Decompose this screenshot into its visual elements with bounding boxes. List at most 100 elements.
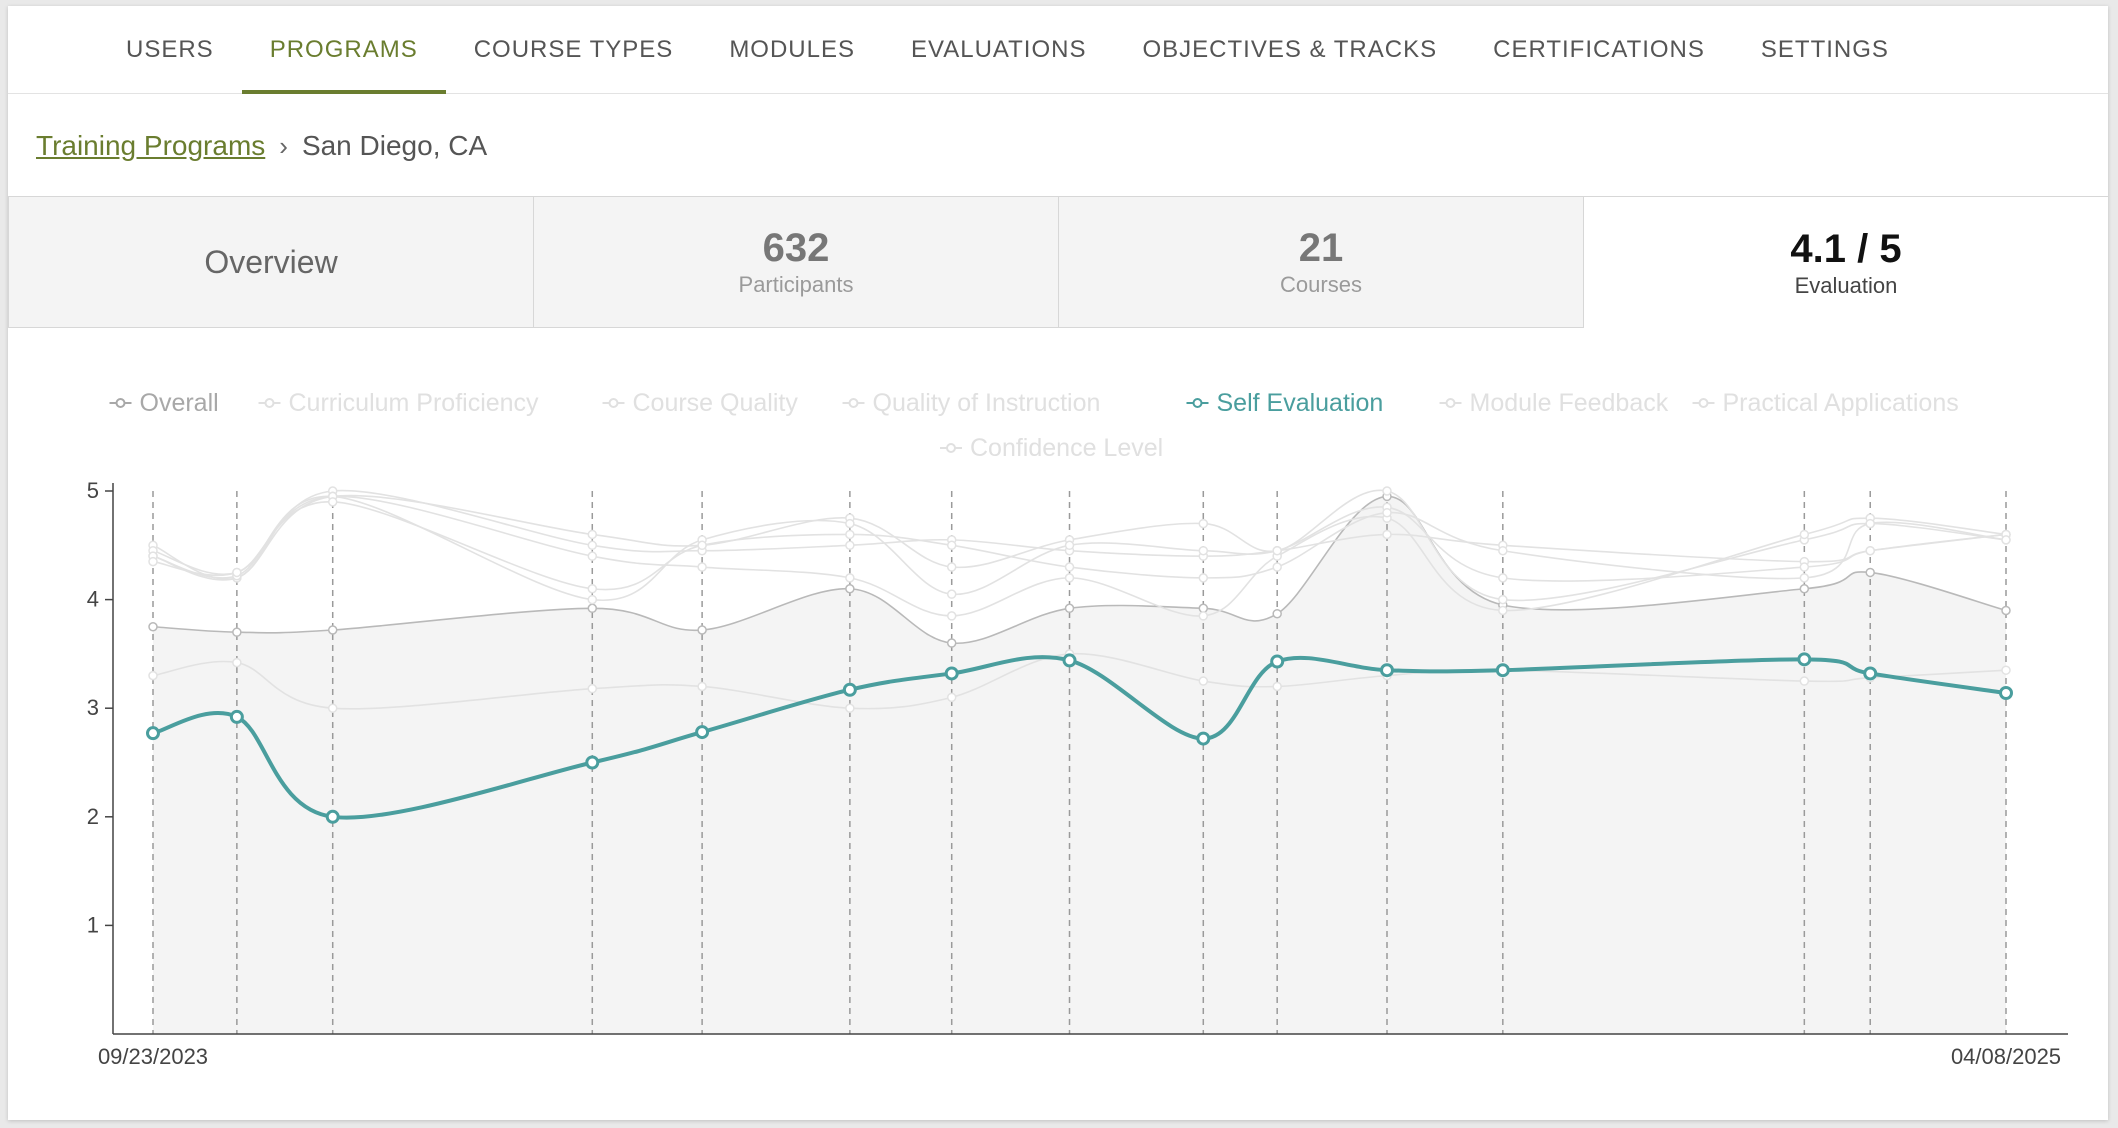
y-tick-label: 4	[87, 587, 99, 612]
tab-settings[interactable]: SETTINGS	[1760, 35, 1889, 63]
legend-self-evaluation-marker	[1192, 398, 1203, 408]
confidence-level-point	[1064, 562, 1075, 572]
confidence-level-point	[327, 497, 338, 507]
legend-module-feedback-marker	[1445, 398, 1456, 408]
confidence-level-point	[1498, 545, 1508, 556]
practical-applications-point	[1865, 545, 1875, 556]
self-evaluation-point	[842, 682, 857, 697]
overall-line	[152, 495, 2007, 644]
self-evaluation-point	[1196, 731, 1211, 746]
quality-of-instruction-point	[232, 657, 242, 668]
confidence-level-point	[1272, 562, 1282, 572]
legend-practical-applications[interactable]: Practical Applications	[1723, 389, 1959, 417]
quality-of-instruction-point	[1198, 676, 1209, 686]
evaluation-tab[interactable]: 4.1 / 5 Evaluation	[1584, 196, 2108, 328]
practical-applications-point	[587, 594, 598, 605]
legend-quality-of-instruction[interactable]: Quality of Instruction	[873, 389, 1101, 417]
overall-point	[2001, 605, 2011, 616]
courses-label: Courses	[1280, 272, 1362, 297]
legend-overall-marker	[115, 398, 126, 408]
overall-point	[232, 627, 242, 637]
quality-of-instruction-point	[697, 681, 707, 692]
tab-objectives-tracks[interactable]: OBJECTIVES & TRACKS	[1142, 35, 1438, 63]
overall-point	[845, 583, 855, 594]
practical-applications-point	[946, 589, 957, 599]
confidence-level-point	[697, 540, 707, 551]
confidence-level-point	[1382, 507, 1392, 518]
tab-certifications[interactable]: CERTIFICATIONS	[1493, 35, 1705, 63]
self-evaluation-point	[695, 725, 710, 740]
breadcrumb-root-link[interactable]: Training Programs	[36, 130, 266, 161]
confidence-level-point	[1865, 518, 1875, 529]
confidence-level-point	[1799, 573, 1810, 583]
overall-point	[587, 603, 598, 614]
module-feedback-point	[1198, 611, 1209, 621]
self-evaluation-point	[1797, 652, 1812, 667]
confidence-level-point	[1198, 573, 1209, 583]
overview-tab[interactable]: Overview	[8, 196, 534, 328]
overall-point	[697, 625, 707, 635]
curriculum-proficiency-point	[587, 540, 598, 551]
evaluation-label: Evaluation	[1794, 272, 1898, 298]
self-evaluation-point	[325, 809, 340, 824]
practical-applications-point	[845, 518, 855, 529]
breadcrumb-current: San Diego, CA	[301, 130, 488, 161]
confidence-level-point	[232, 567, 242, 578]
course-quality-point	[1382, 486, 1392, 496]
overall-point	[1272, 608, 1282, 619]
self-evaluation-point	[1270, 654, 1285, 669]
legend-practical-applications-marker	[1698, 398, 1709, 408]
x-start-label: 09/23/2023	[98, 1044, 208, 1069]
courses-tab[interactable]: 21 Courses	[1059, 196, 1584, 328]
participants-tab[interactable]: 632 Participants	[534, 196, 1059, 328]
module-feedback-point	[1799, 529, 1810, 540]
quality-of-instruction-point	[1799, 676, 1810, 686]
participants-label: Participants	[738, 272, 854, 297]
self-evaluation-point	[229, 709, 244, 724]
tab-evaluations[interactable]: EVALUATIONS	[911, 35, 1087, 63]
confidence-level-point	[2001, 535, 2011, 545]
legend-module-feedback[interactable]: Module Feedback	[1470, 389, 1669, 417]
quality-of-instruction-point	[148, 670, 158, 681]
legend-course-quality[interactable]: Course Quality	[633, 389, 799, 417]
stats-tabs: Overview 632 Participants 21 Courses 4.1…	[8, 196, 2108, 328]
tab-users[interactable]: USERS	[126, 35, 214, 63]
legend-confidence-level[interactable]: Confidence Level	[970, 434, 1163, 462]
module-feedback-point	[946, 611, 957, 621]
quality-of-instruction-point	[2001, 665, 2011, 675]
tab-modules[interactable]: MODULES	[729, 35, 855, 63]
x-end-label: 04/08/2025	[1951, 1044, 2061, 1069]
self-evaluation-point	[1495, 663, 1510, 678]
breadcrumb: Training Programs › San Diego, CA	[36, 130, 487, 162]
module-feedback-point	[845, 573, 855, 583]
legend-self-evaluation[interactable]: Self Evaluation	[1217, 389, 1384, 417]
evaluation-chart: 1 2 3 4 5 09/23/2023 04/08/2025 Overall Curricul…	[87, 389, 2068, 1069]
legend-curriculum-proficiency[interactable]: Curriculum Proficiency	[289, 389, 540, 417]
legend-curriculum-proficiency-marker	[264, 398, 275, 408]
course-quality-point	[587, 529, 598, 540]
practical-applications-point	[1799, 562, 1810, 572]
y-tick-label: 5	[87, 478, 99, 503]
tab-course-types[interactable]: COURSE TYPES	[473, 35, 674, 63]
overall-point	[946, 638, 957, 648]
practical-applications-point	[1272, 545, 1282, 556]
course-quality-point	[946, 562, 957, 572]
breadcrumb-separator: ›	[279, 130, 288, 161]
legend-quality-of-instruction-marker	[848, 398, 859, 408]
course-quality-point	[1498, 594, 1508, 605]
y-tick-label: 2	[87, 804, 99, 829]
module-feedback-point	[697, 562, 707, 572]
overall-point	[1198, 603, 1209, 614]
tab-programs[interactable]: PROGRAMS	[241, 6, 446, 94]
confidence-level-line	[152, 501, 2007, 591]
overall-point	[1865, 567, 1875, 578]
confidence-level-point	[587, 583, 598, 594]
legend-overall[interactable]: Overall	[140, 389, 219, 417]
module-feedback-line	[152, 495, 2007, 617]
y-tick-label: 3	[87, 695, 99, 720]
quality-of-instruction-point	[327, 703, 338, 713]
top-navigation: USERS PROGRAMS COURSE TYPES MODULES EVAL…	[8, 6, 2108, 94]
course-quality-point	[1198, 518, 1209, 529]
confidence-level-point	[845, 529, 855, 540]
overall-point	[1064, 603, 1075, 614]
